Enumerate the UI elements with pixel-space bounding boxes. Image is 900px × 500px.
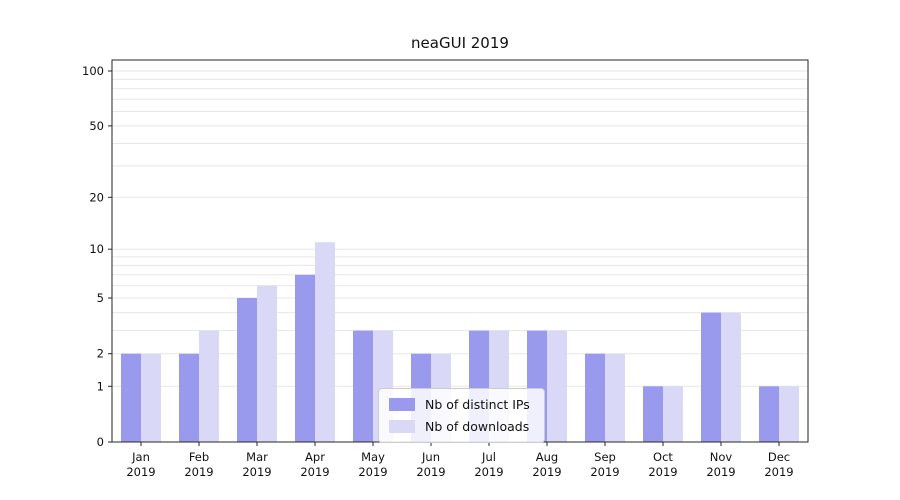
x-tick-label-month: May <box>361 450 385 464</box>
bar <box>237 298 257 442</box>
x-tick-label-year: 2019 <box>648 465 677 479</box>
legend-swatch-distinct-ips <box>389 398 415 411</box>
x-tick-label-year: 2019 <box>532 465 561 479</box>
x-tick-label-year: 2019 <box>126 465 155 479</box>
gridlines <box>112 70 808 387</box>
chart-title: neaGUI 2019 <box>411 34 509 52</box>
bar <box>353 330 373 442</box>
x-tick-label-month: Dec <box>768 450 790 464</box>
x-tick-label-month: Jan <box>131 450 150 464</box>
bar <box>257 285 277 442</box>
x-tick-label-month: Feb <box>189 450 209 464</box>
bar <box>643 386 663 442</box>
legend-label-downloads: Nb of downloads <box>425 419 530 434</box>
y-tick-label: 50 <box>89 119 104 133</box>
bar <box>701 312 721 442</box>
x-tick-label-year: 2019 <box>706 465 735 479</box>
y-tick-label: 2 <box>97 347 104 361</box>
x-tick-label-year: 2019 <box>358 465 387 479</box>
bar <box>779 386 799 442</box>
x-tick-label-year: 2019 <box>416 465 445 479</box>
legend-label-distinct-ips: Nb of distinct IPs <box>425 397 530 412</box>
x-tick-label-year: 2019 <box>242 465 271 479</box>
x-tick-label-month: Jul <box>481 450 496 464</box>
bar <box>585 353 605 442</box>
x-tick-label-month: Oct <box>653 450 673 464</box>
bar <box>605 353 625 442</box>
bar <box>121 353 141 442</box>
bar <box>295 274 315 442</box>
bar <box>141 353 161 442</box>
x-tick-label-year: 2019 <box>474 465 503 479</box>
x-axis: Jan2019Feb2019Mar2019Apr2019May2019Jun20… <box>126 442 794 479</box>
x-tick-label-month: Jun <box>421 450 440 464</box>
bar <box>721 312 741 442</box>
legend-item-downloads: Nb of downloads <box>389 419 530 434</box>
x-tick-label-year: 2019 <box>590 465 619 479</box>
x-tick-label-month: Aug <box>536 450 558 464</box>
x-tick-label-month: Sep <box>594 450 616 464</box>
x-tick-label-month: Apr <box>305 450 325 464</box>
legend: Nb of distinct IPs Nb of downloads <box>378 388 545 443</box>
y-axis: 0 1 2 5 10 20 50 100 <box>82 64 112 449</box>
y-tick-label: 1 <box>97 379 104 393</box>
legend-item-distinct-ips: Nb of distinct IPs <box>389 397 530 412</box>
bar <box>547 330 567 442</box>
bar <box>663 386 683 442</box>
x-tick-label-year: 2019 <box>300 465 329 479</box>
legend-swatch-downloads <box>389 420 415 433</box>
x-tick-label-month: Mar <box>246 450 268 464</box>
x-tick-label-month: Nov <box>710 450 733 464</box>
y-tick-label: 0 <box>97 435 104 449</box>
bar <box>199 330 219 442</box>
bar <box>179 353 199 442</box>
bar <box>759 386 779 442</box>
y-tick-label: 20 <box>89 190 104 204</box>
x-tick-label-year: 2019 <box>184 465 213 479</box>
y-tick-label: 5 <box>97 291 104 305</box>
bar <box>315 242 335 442</box>
y-tick-label: 10 <box>89 242 104 256</box>
y-tick-label: 100 <box>82 64 104 78</box>
x-tick-label-year: 2019 <box>764 465 793 479</box>
